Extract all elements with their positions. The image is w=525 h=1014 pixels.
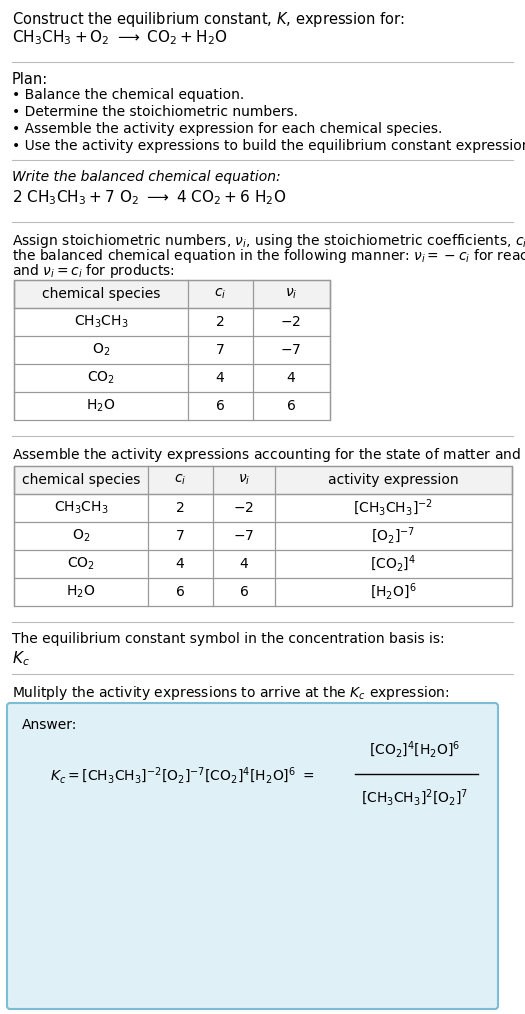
Text: $\mathrm{O_2}$: $\mathrm{O_2}$	[92, 342, 110, 358]
Text: Answer:: Answer:	[22, 718, 77, 732]
Text: $4$: $4$	[239, 557, 249, 571]
Text: the balanced chemical equation in the following manner: $\nu_i = -c_i$ for react: the balanced chemical equation in the fo…	[12, 247, 525, 265]
Text: $[\mathrm{CO_2}]^{4}[\mathrm{H_2O}]^{6}$: $[\mathrm{CO_2}]^{4}[\mathrm{H_2O}]^{6}$	[369, 739, 461, 760]
Text: $\mathrm{CH_3CH_3}$: $\mathrm{CH_3CH_3}$	[54, 500, 108, 516]
Text: $6$: $6$	[286, 399, 296, 413]
FancyBboxPatch shape	[7, 703, 498, 1009]
Text: $\mathrm{2\ CH_3CH_3 + 7\ O_2\ \longrightarrow\ 4\ CO_2 + 6\ H_2O}$: $\mathrm{2\ CH_3CH_3 + 7\ O_2\ \longrigh…	[12, 188, 286, 207]
Text: 4: 4	[176, 557, 184, 571]
Text: $\mathrm{CO_2}$: $\mathrm{CO_2}$	[67, 556, 95, 572]
Text: 7: 7	[176, 529, 184, 544]
Text: $\mathrm{H_2O}$: $\mathrm{H_2O}$	[86, 397, 116, 414]
Text: • Determine the stoichiometric numbers.: • Determine the stoichiometric numbers.	[12, 105, 298, 119]
Text: Assign stoichiometric numbers, $\nu_i$, using the stoichiometric coefficients, $: Assign stoichiometric numbers, $\nu_i$, …	[12, 232, 525, 250]
Bar	[14, 466, 512, 606]
Text: $\nu_i$: $\nu_i$	[238, 473, 250, 487]
Bar	[14, 466, 512, 494]
Text: 2: 2	[176, 501, 184, 515]
Text: $4$: $4$	[286, 371, 296, 385]
Text: $c_i$: $c_i$	[174, 473, 186, 487]
Text: Plan:: Plan:	[12, 72, 48, 87]
Text: $\mathrm{CO_2}$: $\mathrm{CO_2}$	[87, 370, 115, 386]
Text: $[\mathrm{CH_3CH_3}]^{2}[\mathrm{O_2}]^{7}$: $[\mathrm{CH_3CH_3}]^{2}[\mathrm{O_2}]^{…	[361, 788, 469, 808]
Text: chemical species: chemical species	[42, 287, 160, 301]
Text: • Use the activity expressions to build the equilibrium constant expression.: • Use the activity expressions to build …	[12, 139, 525, 153]
Text: activity expression: activity expression	[328, 473, 458, 487]
Text: 2: 2	[216, 315, 224, 329]
Text: • Balance the chemical equation.: • Balance the chemical equation.	[12, 88, 244, 102]
Text: $K_c$: $K_c$	[12, 649, 30, 667]
Text: $\nu_i$: $\nu_i$	[285, 287, 297, 301]
Text: $[\mathrm{H_2O}]^{6}$: $[\mathrm{H_2O}]^{6}$	[370, 582, 416, 602]
Text: 7: 7	[216, 343, 224, 357]
Text: $[\mathrm{O_2}]^{-7}$: $[\mathrm{O_2}]^{-7}$	[371, 526, 415, 547]
Bar	[14, 280, 330, 420]
Bar	[14, 280, 330, 308]
Text: Mulitply the activity expressions to arrive at the $K_c$ expression:: Mulitply the activity expressions to arr…	[12, 684, 449, 702]
Text: 4: 4	[216, 371, 224, 385]
Text: $K_c = [\mathrm{CH_3CH_3}]^{-2}[\mathrm{O_2}]^{-7}[\mathrm{CO_2}]^{4}[\mathrm{H_: $K_c = [\mathrm{CH_3CH_3}]^{-2}[\mathrm{…	[50, 766, 314, 786]
Text: $-2$: $-2$	[280, 315, 301, 329]
Text: and $\nu_i = c_i$ for products:: and $\nu_i = c_i$ for products:	[12, 262, 175, 280]
Text: $[\mathrm{CH_3CH_3}]^{-2}$: $[\mathrm{CH_3CH_3}]^{-2}$	[353, 498, 433, 518]
Text: $\mathrm{H_2O}$: $\mathrm{H_2O}$	[66, 584, 96, 600]
Text: 6: 6	[216, 399, 225, 413]
Text: $-7$: $-7$	[280, 343, 302, 357]
Text: $-7$: $-7$	[234, 529, 255, 544]
Text: $\mathrm{CH_3CH_3 + O_2\ \longrightarrow\ CO_2 + H_2O}$: $\mathrm{CH_3CH_3 + O_2\ \longrightarrow…	[12, 28, 228, 47]
Text: $c_i$: $c_i$	[214, 287, 226, 301]
Text: $\mathrm{CH_3CH_3}$: $\mathrm{CH_3CH_3}$	[74, 313, 128, 331]
Text: • Assemble the activity expression for each chemical species.: • Assemble the activity expression for e…	[12, 122, 443, 136]
Text: Assemble the activity expressions accounting for the state of matter and $\nu_i$: Assemble the activity expressions accoun…	[12, 446, 525, 464]
Text: The equilibrium constant symbol in the concentration basis is:: The equilibrium constant symbol in the c…	[12, 632, 445, 646]
Text: 6: 6	[175, 585, 184, 599]
Text: chemical species: chemical species	[22, 473, 140, 487]
Text: $6$: $6$	[239, 585, 249, 599]
Text: $\mathrm{O_2}$: $\mathrm{O_2}$	[72, 528, 90, 545]
Text: Write the balanced chemical equation:: Write the balanced chemical equation:	[12, 170, 281, 184]
Text: $-2$: $-2$	[234, 501, 255, 515]
Text: Construct the equilibrium constant, $K$, expression for:: Construct the equilibrium constant, $K$,…	[12, 10, 405, 29]
Text: $[\mathrm{CO_2}]^{4}$: $[\mathrm{CO_2}]^{4}$	[370, 554, 416, 574]
